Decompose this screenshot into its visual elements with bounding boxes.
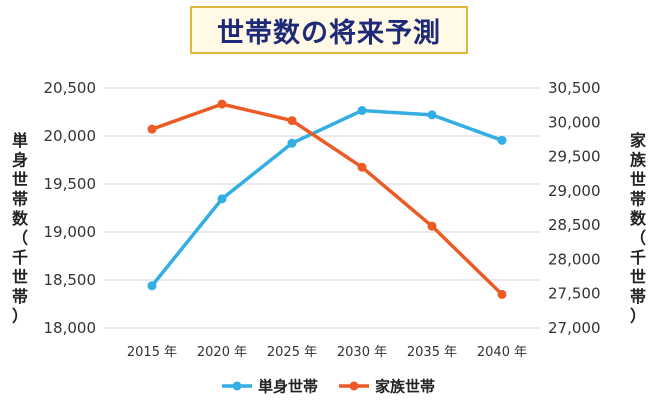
data-point bbox=[357, 106, 367, 116]
data-point bbox=[147, 124, 157, 134]
data-point bbox=[497, 135, 507, 145]
data-point bbox=[217, 99, 227, 109]
data-point bbox=[357, 162, 367, 172]
chart-title: 世帯数の将来予測 bbox=[217, 17, 441, 49]
legend-swatch-marker bbox=[232, 381, 242, 391]
data-point bbox=[427, 221, 437, 231]
y-left-tick-label: 18,500 bbox=[44, 271, 97, 289]
y-right-tick-label: 28,500 bbox=[548, 216, 601, 234]
y-right-tick-label: 30,500 bbox=[548, 79, 601, 97]
x-tick-label: 2030 年 bbox=[337, 345, 387, 360]
series bbox=[147, 99, 507, 299]
grid-lines bbox=[104, 87, 540, 329]
y-left-tick-label: 18,000 bbox=[44, 319, 97, 337]
series-line-2 bbox=[150, 102, 504, 297]
y-left-tick-label: 20,500 bbox=[44, 79, 97, 97]
y-right-tick-label: 28,000 bbox=[548, 250, 601, 268]
y-right-axis-title: 家族世帯数（千世帯） bbox=[630, 131, 647, 326]
data-point bbox=[287, 138, 297, 148]
x-tick-label: 2025 年 bbox=[267, 345, 317, 360]
y-left-tick-label: 19,500 bbox=[44, 175, 97, 193]
chart-title-box: 世帯数の将来予測 bbox=[190, 6, 468, 54]
y-right-tick-label: 29,000 bbox=[548, 182, 601, 200]
x-tick-label: 2040 年 bbox=[477, 345, 527, 360]
x-tick-label: 2015 年 bbox=[127, 345, 177, 360]
axes: 20,500 20,000 19,500 19,000 18,500 18,000 30,5… bbox=[12, 79, 647, 360]
y-right-tick-label: 27,500 bbox=[548, 285, 601, 303]
y-left-axis-title: 単身世帯数（千世帯） bbox=[12, 131, 29, 326]
series-line-1 bbox=[150, 108, 504, 288]
y-left-tick-label: 20,000 bbox=[44, 127, 97, 145]
legend: 単身世帯 家族世帯 bbox=[222, 378, 435, 396]
data-point bbox=[497, 289, 507, 299]
legend-label: 単身世帯 bbox=[258, 378, 318, 396]
legend-label: 家族世帯 bbox=[375, 378, 435, 396]
y-right-tick-label: 27,000 bbox=[548, 319, 601, 337]
data-point bbox=[287, 116, 297, 126]
y-right-tick-label: 29,500 bbox=[548, 148, 601, 166]
data-point bbox=[147, 281, 157, 291]
y-left-tick-label: 19,000 bbox=[44, 223, 97, 241]
data-point bbox=[217, 194, 227, 204]
legend-swatch-marker bbox=[349, 381, 359, 391]
y-right-tick-label: 30,000 bbox=[548, 113, 601, 131]
x-tick-label: 2035 年 bbox=[407, 345, 457, 360]
data-point bbox=[427, 110, 437, 120]
x-tick-label: 2020 年 bbox=[197, 345, 247, 360]
